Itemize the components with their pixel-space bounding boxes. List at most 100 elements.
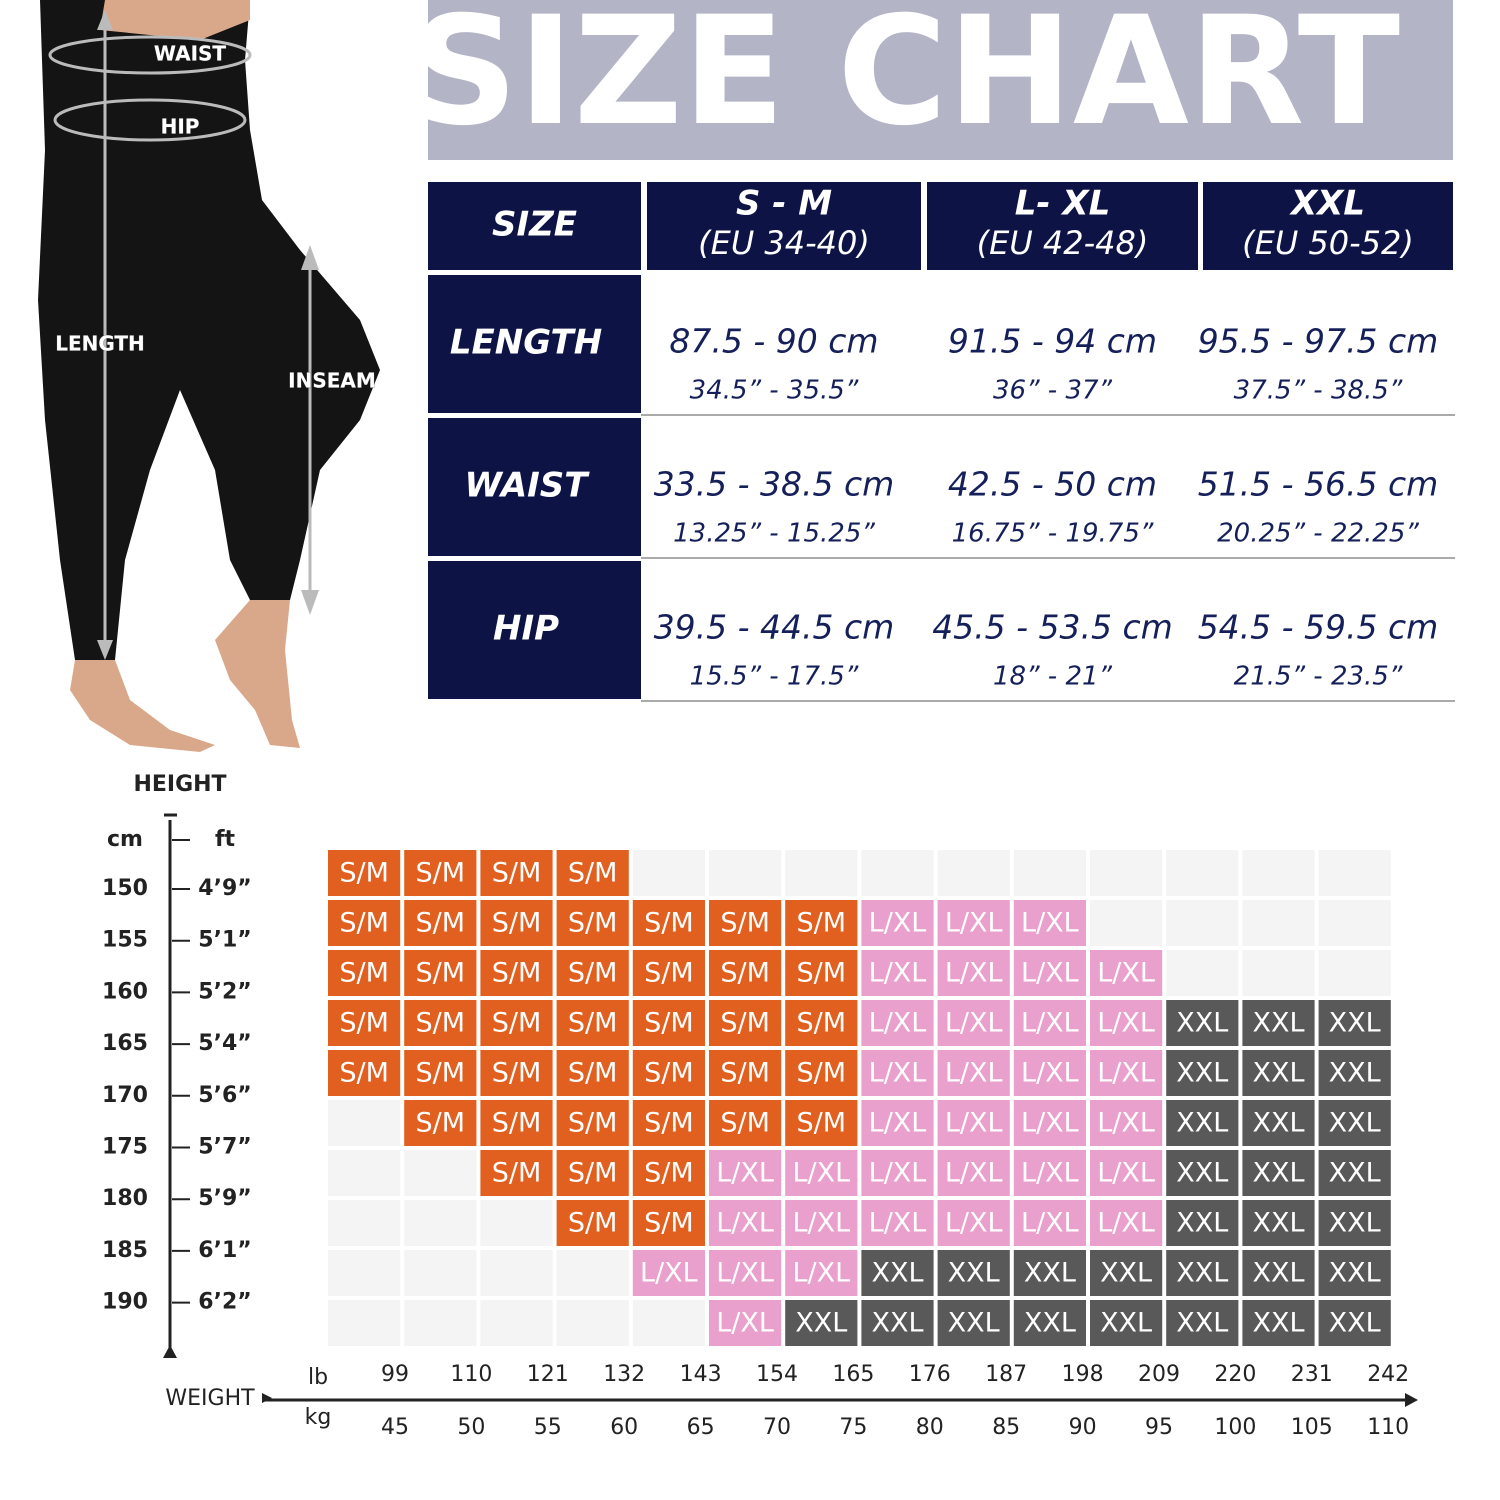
- cell-inch: 15.5” - 17.5”: [690, 662, 859, 692]
- weight-lb-label: 209: [1138, 1362, 1180, 1387]
- grid-cell: [404, 1000, 477, 1046]
- grid-cell: [480, 1000, 553, 1046]
- grid-cell: [937, 1150, 1010, 1196]
- grid-cell-label: L/XL: [869, 1208, 927, 1239]
- axis-title: HEIGHT: [133, 772, 226, 797]
- grid-cell-label: S/M: [797, 1008, 847, 1039]
- title: SIZE CHART: [410, 0, 1400, 159]
- grid-cell-label: XXL: [1252, 1308, 1304, 1339]
- grid-cell-label: XXL: [1176, 1158, 1228, 1189]
- grid-cell-label: L/XL: [1021, 908, 1079, 939]
- grid-cell: [861, 1050, 934, 1096]
- header-text: L- XL: [1015, 184, 1111, 224]
- weight-kg-label: 110: [1367, 1415, 1409, 1440]
- grid-cell-label: S/M: [644, 1058, 694, 1089]
- grid-cell: [1090, 1200, 1163, 1246]
- grid-cell: [556, 1300, 629, 1346]
- grid-cell: [937, 950, 1010, 996]
- grid-cell: [632, 1150, 705, 1196]
- grid-cell: [328, 1150, 401, 1196]
- grid-cell: [709, 850, 782, 896]
- grid-cell: [480, 1200, 553, 1246]
- cell-inch: 36” - 37”: [993, 376, 1113, 406]
- grid-cell: [1013, 1300, 1086, 1346]
- grid-cell: [632, 900, 705, 946]
- grid-cell-label: XXL: [1176, 1058, 1228, 1089]
- header-subtext: (EU 34-40): [698, 224, 870, 262]
- grid-cell: [1242, 1150, 1315, 1196]
- grid-cell: [1242, 1200, 1315, 1246]
- grid-cell: [1166, 1050, 1239, 1096]
- grid-cell: [785, 950, 858, 996]
- weight-kg-label: 70: [763, 1415, 791, 1440]
- grid-cell: [632, 1050, 705, 1096]
- grid-cell: [861, 1150, 934, 1196]
- grid-cell-label: XXL: [1252, 1158, 1304, 1189]
- grid-cell: [1090, 1150, 1163, 1196]
- grid-cell: [709, 1150, 782, 1196]
- grid-cell-label: L/XL: [945, 1058, 1003, 1089]
- grid-cell-label: XXL: [871, 1308, 923, 1339]
- grid-cell: [1013, 1250, 1086, 1296]
- cell-cm: 33.5 - 38.5 cm: [654, 465, 895, 504]
- height-ft-label: 5’9”: [198, 1186, 251, 1211]
- grid-cell-label: XXL: [1329, 1108, 1381, 1139]
- weight-lb-label: 143: [680, 1362, 722, 1387]
- grid-cell: [1166, 1200, 1239, 1246]
- grid-cell: [1166, 1100, 1239, 1146]
- grid-cell-label: S/M: [568, 958, 618, 989]
- grid-cell-label: S/M: [797, 958, 847, 989]
- grid-cell: [404, 1300, 477, 1346]
- weight-lb-label: 242: [1367, 1362, 1409, 1387]
- header-cell: [1203, 182, 1453, 270]
- figure-label: HIP: [161, 115, 200, 139]
- height-cm-label: 150: [102, 876, 148, 901]
- grid-cell-label: L/XL: [1097, 1108, 1155, 1139]
- grid-cell-label: S/M: [416, 1108, 466, 1139]
- grid-cell: [1166, 1300, 1239, 1346]
- row-label-cell: [428, 561, 641, 699]
- height-cm-label: 165: [102, 1031, 148, 1056]
- grid-cell-label: S/M: [568, 1208, 618, 1239]
- grid-cell-label: XXL: [1176, 1258, 1228, 1289]
- cell-cm: 42.5 - 50 cm: [948, 465, 1157, 504]
- weight-lb-label: 187: [985, 1362, 1027, 1387]
- grid-cell: [1318, 1050, 1391, 1096]
- weight-kg-label: 60: [610, 1415, 638, 1440]
- height-ft-label: 5’1”: [198, 928, 251, 953]
- grid-cell-label: L/XL: [869, 1058, 927, 1089]
- grid-cell-label: L/XL: [1097, 1208, 1155, 1239]
- grid-cell: [556, 850, 629, 896]
- grid-cell-label: S/M: [492, 1008, 542, 1039]
- grid-cell: [1242, 1100, 1315, 1146]
- weight-kg-label: 95: [1145, 1415, 1173, 1440]
- grid-cell-label: L/XL: [1097, 958, 1155, 989]
- grid-cell: [328, 1200, 401, 1246]
- height-ft-label: 6’2”: [198, 1290, 251, 1315]
- grid-cell: [404, 1050, 477, 1096]
- grid-cell-label: S/M: [797, 908, 847, 939]
- row-label-cell: [428, 418, 641, 556]
- grid-cell: [1318, 1200, 1391, 1246]
- grid-cell-label: L/XL: [945, 958, 1003, 989]
- grid-cell-label: S/M: [339, 908, 389, 939]
- grid-cell-label: XXL: [948, 1308, 1000, 1339]
- grid-cell: [1013, 1150, 1086, 1196]
- grid-cell: [709, 1200, 782, 1246]
- grid-cell-label: L/XL: [1021, 1158, 1079, 1189]
- grid-cell: [556, 1000, 629, 1046]
- grid-cell-label: L/XL: [1021, 1208, 1079, 1239]
- grid-cell: [937, 1050, 1010, 1096]
- grid-cell-label: L/XL: [1097, 1158, 1155, 1189]
- grid-cell-label: S/M: [339, 858, 389, 889]
- cell-cm: 87.5 - 90 cm: [669, 322, 878, 361]
- grid-cell: [861, 1100, 934, 1146]
- grid-cell-label: L/XL: [1021, 1058, 1079, 1089]
- grid-cell: [404, 900, 477, 946]
- weight-lb-label: 231: [1291, 1362, 1333, 1387]
- grid-cell: [1166, 900, 1239, 946]
- grid-cell: [785, 1000, 858, 1046]
- grid-cell-label: XXL: [871, 1258, 923, 1289]
- grid-cell: [709, 900, 782, 946]
- cell-cm: 54.5 - 59.5 cm: [1198, 608, 1439, 647]
